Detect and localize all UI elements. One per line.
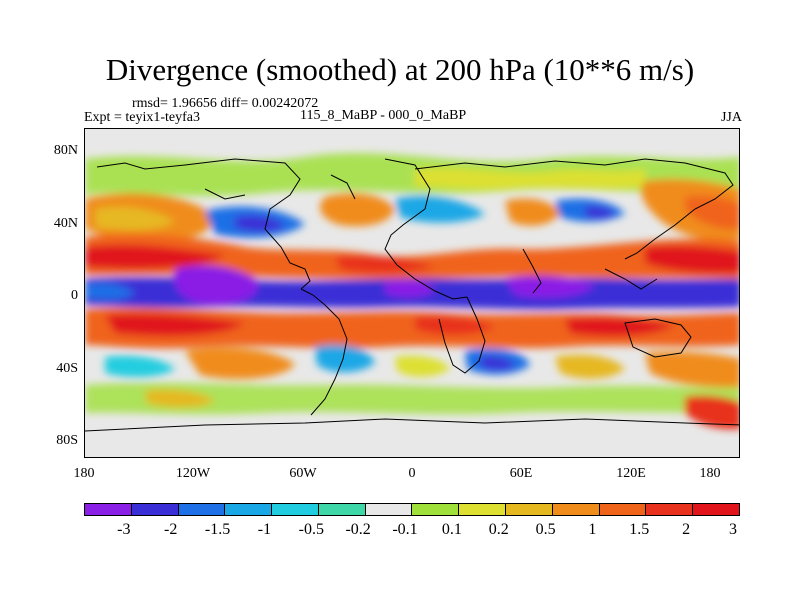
stats-line: rmsd= 1.96656 diff= 0.00242072 [132,96,319,111]
colorbar-label: 0.1 [441,521,462,538]
lon-label: 120W [175,466,211,481]
colorbar-swatch [506,504,553,515]
lon-label: 60E [509,466,533,481]
colorbar-label: 0.2 [488,521,509,538]
colorbar-label: -1.5 [204,521,231,538]
comparison-label: 115_8_MaBP - 000_0_MaBP [300,108,467,123]
colorbar-label: 2 [682,521,691,538]
experiment-label: Expt = teyix1-teyfa3 [84,110,200,125]
lon-label: 180 [699,466,721,481]
season-label: JJA [720,110,742,125]
colorbar-label: -0.1 [392,521,418,538]
lat-label: 40S [56,361,78,376]
lat-label: 80N [53,143,78,158]
colorbar-swatch [646,504,694,515]
lon-label: 0 [408,466,416,481]
lon-label: 120E [616,466,646,481]
lat-label: 0 [71,288,78,303]
colorbar-swatch [459,504,507,515]
colorbar-label: 3 [729,521,737,538]
colorbar-swatch [178,504,226,515]
colorbar-swatch [412,504,460,515]
colorbar-label: -2 [164,521,178,538]
colorbar-label: -3 [117,521,131,538]
colorbar-label: 1 [588,521,597,538]
colorbar [84,503,740,516]
colorbar-swatch [552,504,600,515]
colorbar-swatch [599,504,647,515]
colorbar-label: -0.5 [298,521,324,538]
colorbar-swatch [131,504,179,515]
colorbar-label: 0.5 [535,521,556,538]
colorbar-swatch [365,504,413,515]
map-title: Divergence (smoothed) at 200 hPa (10**6 … [105,52,695,87]
map-field [85,129,739,457]
colorbar-swatch [693,504,739,515]
colorbar-label: -0.2 [345,521,371,538]
colorbar-swatch [225,504,273,515]
colorbar-label: 1.5 [629,521,650,538]
lat-label: 80S [56,433,78,448]
lat-label: 40N [53,216,78,231]
colorbar-swatch [85,504,132,515]
lon-label: 180 [73,466,95,481]
colorbar-swatch [318,504,366,515]
coastlines [85,158,739,432]
divergence-map [84,128,740,458]
colorbar-swatch [272,504,319,515]
lon-label: 60W [289,466,317,481]
colorbar-label: -1 [257,521,272,538]
